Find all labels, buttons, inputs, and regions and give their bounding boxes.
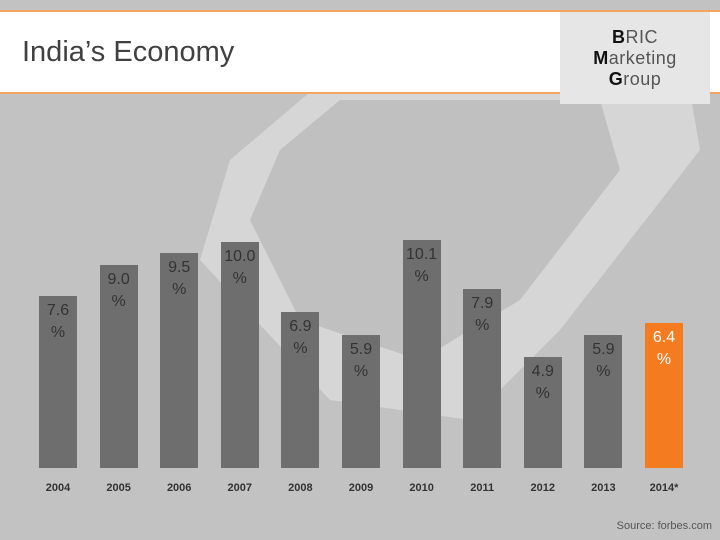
slide-title: India’s Economy bbox=[22, 36, 235, 68]
x-tick-label: 2007 bbox=[227, 482, 253, 494]
x-tick-label: 2012 bbox=[530, 482, 556, 494]
value-label: 6.9 % bbox=[289, 318, 312, 358]
value-label: 7.9 % bbox=[471, 295, 494, 335]
header-rule bbox=[0, 92, 720, 94]
x-tick-label: 2014* bbox=[649, 482, 679, 494]
value-label: 5.9 % bbox=[349, 340, 373, 380]
bar bbox=[402, 239, 441, 468]
header-rule bbox=[0, 10, 720, 12]
value-label: 9.5 % bbox=[168, 259, 191, 299]
value-label: 5.9 % bbox=[592, 340, 615, 380]
value-label: 7.6 % bbox=[46, 302, 70, 342]
source: Source: forbes.com bbox=[616, 520, 712, 532]
bar bbox=[220, 242, 259, 468]
logo-line: Group bbox=[608, 68, 662, 89]
x-tick-label: 2006 bbox=[166, 482, 192, 494]
x-tick-label: 2004 bbox=[45, 482, 71, 494]
x-tick-label: 2009 bbox=[348, 482, 374, 494]
value-label: 9.0 % bbox=[107, 270, 130, 310]
logo-line: BRIC bbox=[612, 26, 658, 47]
value-label: 4.9 % bbox=[531, 363, 554, 403]
logo: BRIC Marketing Group bbox=[560, 12, 710, 104]
bar bbox=[645, 323, 683, 468]
value-label: 10.0 % bbox=[224, 248, 256, 287]
header: India’s Economy BRIC Marketing Group bbox=[0, 10, 720, 104]
bar bbox=[342, 334, 380, 468]
bar bbox=[39, 296, 77, 468]
value-label: 10.1 % bbox=[406, 245, 438, 285]
bar bbox=[281, 312, 320, 468]
x-tick-label: 2005 bbox=[106, 482, 131, 494]
value-label: 6.4 % bbox=[652, 329, 676, 369]
x-tick-label: 2011 bbox=[470, 482, 495, 494]
bar bbox=[160, 253, 199, 468]
bar bbox=[99, 264, 138, 468]
x-tick-label: 2008 bbox=[288, 482, 313, 494]
x-tick-label: 2010 bbox=[409, 482, 434, 494]
logo-line: Marketing bbox=[593, 47, 677, 68]
x-tick-label: 2013 bbox=[591, 482, 616, 494]
bar bbox=[523, 357, 562, 468]
bar bbox=[463, 289, 502, 468]
bar bbox=[584, 334, 623, 468]
